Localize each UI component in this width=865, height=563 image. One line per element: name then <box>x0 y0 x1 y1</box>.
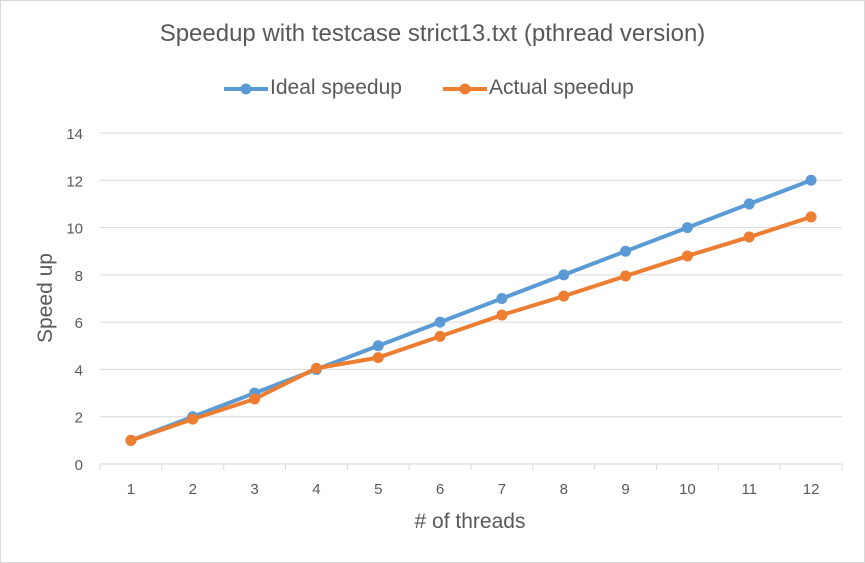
x-tick-label: 10 <box>679 481 696 498</box>
data-point-actual-speedup <box>434 330 446 342</box>
x-tick-label: 4 <box>312 481 320 498</box>
legend-label-actual-speedup: Actual speedup <box>489 76 634 99</box>
series-points <box>125 174 817 446</box>
x-axis <box>99 463 843 470</box>
data-point-ideal-speedup <box>805 174 817 186</box>
data-point-actual-speedup <box>372 352 384 364</box>
data-point-actual-speedup <box>187 413 199 425</box>
data-point-actual-speedup <box>496 309 508 321</box>
data-point-ideal-speedup <box>620 245 632 257</box>
series-line-ideal-speedup <box>128 178 814 443</box>
x-tick-label: 2 <box>189 481 197 498</box>
series-line-actual-speedup <box>128 214 814 443</box>
y-tick-label: 0 <box>75 457 83 474</box>
data-point-actual-speedup <box>805 211 817 223</box>
data-point-ideal-speedup <box>372 340 384 352</box>
data-point-actual-speedup <box>249 393 261 405</box>
data-point-ideal-speedup <box>681 222 693 234</box>
y-tick-label: 2 <box>75 410 83 427</box>
data-point-ideal-speedup <box>434 316 446 328</box>
legend: Ideal speedup Actual speedup <box>0 74 865 104</box>
x-tick-label: 11 <box>741 481 757 498</box>
x-tick-label: 3 <box>250 481 258 498</box>
data-point-actual-speedup <box>743 231 755 243</box>
series-lines <box>128 178 814 443</box>
x-tick-label: 7 <box>498 481 506 498</box>
x-axis-label: # of threads <box>415 510 526 533</box>
y-tick-labels: 0 2 4 6 8 10 12 14 <box>66 126 83 474</box>
x-tick-label: 1 <box>127 481 135 498</box>
x-tick-label: 12 <box>803 481 820 498</box>
x-tick-label: 8 <box>560 481 568 498</box>
x-tick-label: 5 <box>374 481 382 498</box>
x-tick-labels: 1 2 3 4 5 6 7 8 9 10 11 12 <box>127 481 820 498</box>
y-tick-label: 10 <box>66 221 83 238</box>
data-point-ideal-speedup <box>743 198 755 210</box>
y-axis-label: Speed up <box>34 253 57 343</box>
y-tick-label: 8 <box>75 268 83 285</box>
y-tick-label: 12 <box>66 173 83 190</box>
legend-marker-actual-speedup <box>443 83 487 95</box>
gridlines <box>100 132 842 418</box>
data-point-actual-speedup <box>558 290 570 302</box>
x-tick-label: 6 <box>436 481 444 498</box>
data-point-actual-speedup <box>310 362 322 374</box>
data-point-actual-speedup <box>125 434 137 446</box>
data-point-actual-speedup <box>620 270 632 282</box>
y-tick-label: 14 <box>66 126 83 143</box>
data-point-ideal-speedup <box>496 293 508 304</box>
y-tick-label: 4 <box>75 362 83 379</box>
x-tick-label: 9 <box>621 481 629 498</box>
y-tick-label: 6 <box>75 315 83 332</box>
legend-marker-ideal-speedup <box>224 83 268 95</box>
chart-title: Speedup with testcase strict13.txt (pthr… <box>159 20 706 47</box>
data-point-actual-speedup <box>681 250 693 262</box>
legend-label-ideal-speedup: Ideal speedup <box>270 76 402 99</box>
data-point-ideal-speedup <box>558 269 570 281</box>
